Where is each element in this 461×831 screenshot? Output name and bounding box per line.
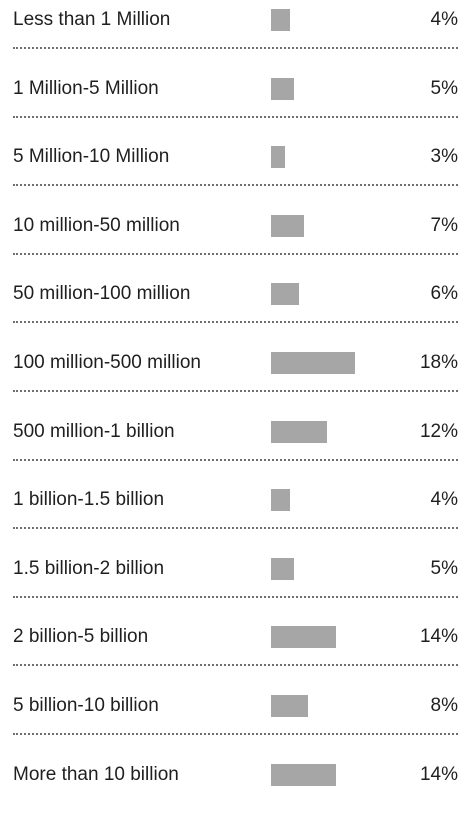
- category-label: More than 10 billion: [13, 763, 179, 785]
- bar: [271, 420, 327, 443]
- chart-row: 1 billion-1.5 billion 4%: [0, 488, 461, 556]
- chart-row: 100 million-500 million 18%: [0, 351, 461, 419]
- chart-row: 1.5 billion-2 billion 5%: [0, 557, 461, 625]
- chart-row: 10 million-50 million 7%: [0, 214, 461, 282]
- chart-row: 500 million-1 billion 12%: [0, 420, 461, 488]
- bar: [271, 214, 304, 237]
- category-label: 10 million-50 million: [13, 214, 180, 236]
- row-divider: [13, 733, 458, 735]
- category-label: 1 Million-5 Million: [13, 77, 159, 99]
- bar: [271, 9, 290, 31]
- value-label: 14%: [419, 626, 458, 648]
- row-divider: [13, 595, 458, 598]
- value-label: 4%: [430, 9, 458, 30]
- bar: [271, 557, 294, 580]
- bar: [271, 626, 336, 649]
- category-label: Less than 1 Million: [13, 9, 171, 30]
- category-label: 50 million-100 million: [13, 283, 191, 305]
- value-label: 14%: [419, 763, 458, 785]
- category-label: 500 million-1 billion: [13, 420, 175, 442]
- row-divider: [13, 527, 458, 530]
- row-divider: [13, 458, 458, 461]
- value-label: 18%: [419, 352, 458, 373]
- chart-row: 2 billion-5 billion 14%: [0, 625, 461, 693]
- value-label: 5%: [430, 557, 458, 579]
- category-label: 5 billion-10 billion: [13, 695, 159, 716]
- value-label: 7%: [430, 214, 458, 236]
- chart-row: 5 billion-10 billion 8%: [0, 694, 461, 762]
- category-label: 1.5 billion-2 billion: [13, 557, 165, 579]
- row-divider: [13, 184, 458, 187]
- value-label: 12%: [419, 420, 458, 442]
- bar: [271, 77, 294, 100]
- value-label: 6%: [430, 283, 458, 305]
- value-label: 4%: [430, 489, 458, 511]
- category-label: 100 million-500 million: [13, 352, 201, 373]
- category-label: 5 Million-10 Million: [13, 146, 170, 168]
- row-divider: [13, 664, 458, 667]
- bar: [271, 283, 299, 306]
- bar: [271, 763, 336, 786]
- bar: [271, 489, 290, 512]
- chart-row: More than 10 billion 14%: [0, 763, 461, 831]
- chart-row: Less than 1 Million 4%: [0, 8, 461, 76]
- bar: [271, 695, 308, 717]
- value-label: 8%: [430, 695, 458, 716]
- bar: [271, 146, 285, 169]
- chart-row: 5 Million-10 Million 3%: [0, 145, 461, 213]
- value-label: 5%: [430, 77, 458, 99]
- row-divider: [13, 390, 458, 392]
- bar: [271, 352, 355, 374]
- row-divider: [13, 115, 458, 118]
- bar-chart: Less than 1 Million 4% 1 Million-5 Million…: [0, 8, 461, 786]
- row-divider: [13, 47, 458, 49]
- chart-row: 1 Million-5 Million 5%: [0, 77, 461, 145]
- category-label: 1 billion-1.5 billion: [13, 489, 165, 511]
- chart-row: 50 million-100 million 6%: [0, 282, 461, 350]
- category-label: 2 billion-5 billion: [13, 626, 149, 648]
- value-label: 3%: [430, 146, 458, 168]
- row-divider: [13, 321, 458, 324]
- row-divider: [13, 252, 458, 255]
